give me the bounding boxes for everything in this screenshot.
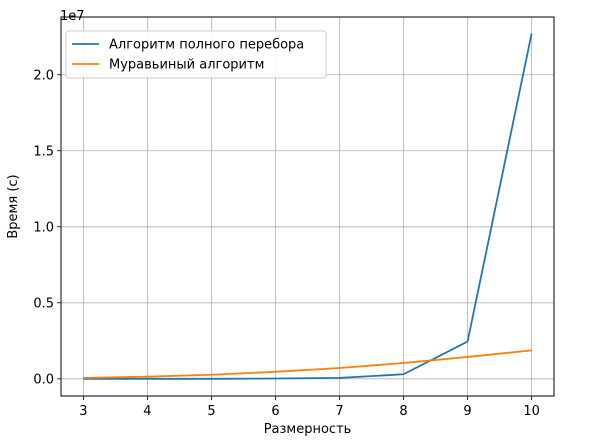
x-tick-label: 8 bbox=[399, 404, 407, 419]
x-tick-label: 6 bbox=[271, 404, 279, 419]
x-axis-title: Размерность bbox=[264, 422, 352, 437]
x-tick-label: 5 bbox=[207, 404, 215, 419]
x-tick-label: 9 bbox=[463, 404, 471, 419]
legend-box bbox=[65, 30, 327, 79]
x-tick-label: 10 bbox=[523, 404, 540, 419]
y-axis-ticks: 0.0 0.5 1.0 1.5 2.0 bbox=[33, 68, 61, 387]
legend-label-1: Муравьиный алгоритм bbox=[109, 58, 264, 73]
y-axis-title: Время (с) bbox=[6, 174, 21, 238]
legend-label-0: Алгоритм полного перебора bbox=[109, 38, 304, 53]
y-tick-label: 0.0 bbox=[33, 372, 54, 387]
y-axis-offset-label: 1e7 bbox=[60, 9, 85, 24]
y-tick-label: 1.5 bbox=[33, 144, 54, 159]
x-axis-ticks: 3 4 5 6 7 8 9 10 bbox=[79, 396, 540, 419]
x-tick-label: 4 bbox=[143, 404, 151, 419]
y-tick-label: 0.5 bbox=[33, 296, 54, 311]
series-lines bbox=[83, 33, 533, 380]
y-tick-label: 1.0 bbox=[33, 220, 54, 235]
x-tick-label: 3 bbox=[79, 404, 87, 419]
series-line-0 bbox=[83, 33, 533, 380]
series-line-1 bbox=[83, 349, 532, 379]
legend: Алгоритм полного перебора Муравьиный алго… bbox=[65, 30, 327, 79]
x-tick-label: 7 bbox=[335, 404, 343, 419]
y-tick-label: 2.0 bbox=[33, 68, 54, 83]
plot-frame bbox=[60, 16, 555, 397]
